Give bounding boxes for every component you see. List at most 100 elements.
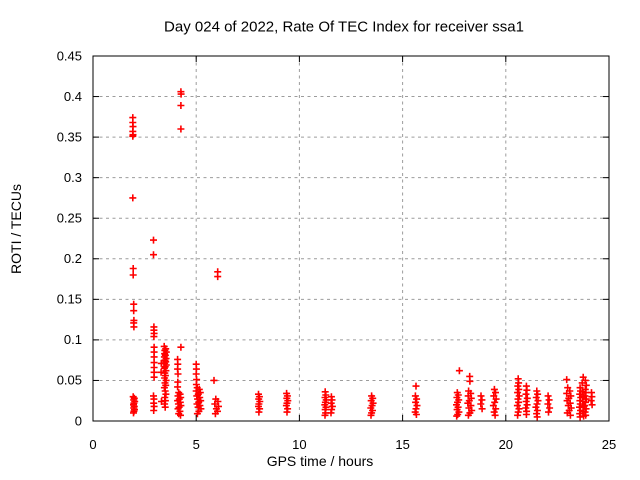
y-tick-label: 0.3 xyxy=(64,170,82,185)
data-point xyxy=(579,388,587,396)
data-point xyxy=(491,411,499,419)
data-point xyxy=(129,132,137,140)
data-point xyxy=(578,379,586,387)
data-point xyxy=(130,409,137,417)
data-point xyxy=(210,376,218,384)
data-point xyxy=(455,367,463,375)
y-tick-label: 0 xyxy=(75,413,82,428)
data-point xyxy=(515,392,523,400)
data-point xyxy=(545,396,553,404)
data-point xyxy=(150,236,157,244)
data-point xyxy=(412,382,420,390)
data-point xyxy=(477,392,485,400)
data-point xyxy=(150,373,158,381)
data-point xyxy=(587,397,595,405)
data-point xyxy=(130,307,138,315)
data-point xyxy=(522,411,530,418)
data-point xyxy=(453,412,461,420)
data-point xyxy=(514,382,522,390)
y-tick-label: 0.2 xyxy=(64,251,82,266)
y-axis-label: ROTI / TECUs xyxy=(8,184,24,274)
data-point xyxy=(514,411,522,419)
data-point xyxy=(576,403,583,411)
data-point xyxy=(214,273,222,281)
x-tick-label: 0 xyxy=(89,437,96,452)
data-point xyxy=(129,271,137,279)
data-point xyxy=(129,194,137,202)
x-tick-label: 5 xyxy=(193,437,200,452)
data-point xyxy=(478,396,486,404)
data-point xyxy=(490,408,498,416)
data-point xyxy=(321,411,329,419)
x-axis-label: GPS time / hours xyxy=(266,453,374,469)
data-point xyxy=(515,398,523,406)
data-point xyxy=(492,405,500,413)
data-point xyxy=(327,409,335,417)
data-point xyxy=(522,390,530,398)
data-point xyxy=(464,411,472,419)
data-point xyxy=(161,403,169,411)
data-point xyxy=(534,397,542,405)
data-point xyxy=(130,300,138,308)
data-point xyxy=(412,411,420,418)
data-point xyxy=(413,395,421,403)
data-point xyxy=(177,125,185,133)
data-point xyxy=(492,395,500,403)
data-point xyxy=(150,407,158,414)
data-point xyxy=(546,404,554,412)
data-point xyxy=(413,402,421,410)
data-point xyxy=(588,401,596,409)
data-point xyxy=(150,251,157,259)
data-point xyxy=(533,400,541,408)
data-point xyxy=(532,403,540,411)
data-point xyxy=(523,386,531,394)
data-point xyxy=(177,90,185,98)
data-point xyxy=(162,390,170,398)
data-point xyxy=(515,385,523,393)
data-point xyxy=(563,389,571,397)
data-point xyxy=(177,343,185,351)
data-point xyxy=(545,408,552,416)
data-point xyxy=(327,399,335,407)
x-tick-label: 15 xyxy=(395,437,409,452)
data-point xyxy=(193,410,201,418)
data-point xyxy=(157,368,165,376)
data-point xyxy=(150,333,158,341)
data-point xyxy=(566,411,574,419)
y-tick-label: 0.1 xyxy=(64,332,82,347)
data-point xyxy=(211,410,219,418)
data-point xyxy=(534,390,542,398)
data-point xyxy=(544,400,552,408)
y-tick-label: 0.05 xyxy=(57,373,82,388)
data-point xyxy=(174,383,182,391)
data-point xyxy=(129,265,137,272)
data-point xyxy=(211,400,219,408)
data-point xyxy=(478,405,486,413)
data-point xyxy=(533,407,541,414)
y-tick-label: 0.45 xyxy=(57,48,82,63)
data-point xyxy=(177,411,184,419)
data-point xyxy=(579,398,587,405)
data-point xyxy=(522,398,530,405)
plot-border xyxy=(92,55,610,422)
data-point xyxy=(282,402,290,410)
data-point xyxy=(130,323,138,331)
y-tick-label: 0.35 xyxy=(57,129,82,144)
data-point xyxy=(255,408,263,416)
data-point xyxy=(367,411,375,419)
data-point xyxy=(412,398,420,406)
data-point xyxy=(466,377,474,385)
data-point xyxy=(582,381,590,389)
data-point xyxy=(563,376,571,384)
data-point xyxy=(491,398,499,406)
y-tick-label: 0.25 xyxy=(57,211,82,226)
chart-title: Day 024 of 2022, Rate Of TEC Index for r… xyxy=(164,18,524,36)
data-point xyxy=(490,385,498,393)
y-tick-label: 0.15 xyxy=(57,292,82,307)
x-tick-label: 10 xyxy=(292,437,306,452)
data-point xyxy=(523,394,531,402)
data-point xyxy=(174,370,182,378)
data-point xyxy=(580,412,588,420)
